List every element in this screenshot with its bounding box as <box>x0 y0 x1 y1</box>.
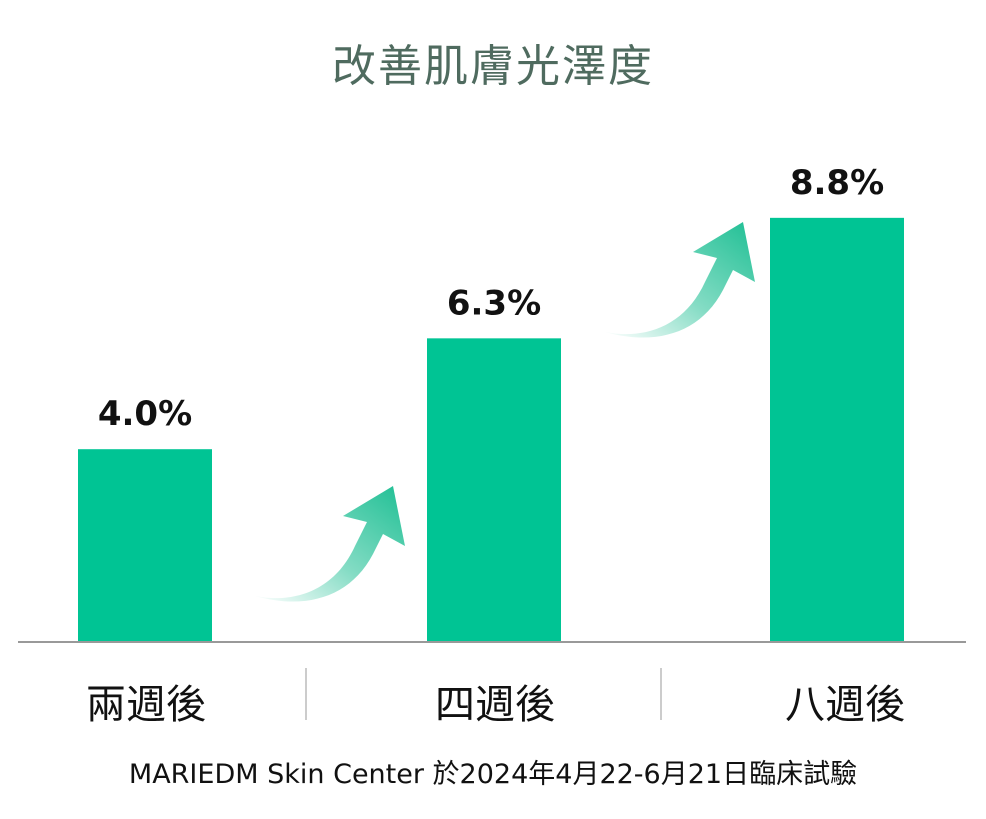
chart-title: 改善肌膚光澤度 <box>332 41 654 92</box>
category-separator <box>660 668 662 720</box>
value-label-8-weeks: 8.8% <box>790 163 884 203</box>
growth-arrow-icon <box>605 222 755 338</box>
category-label-4-weeks: 四週後 <box>435 682 555 728</box>
footer-note: MARIEDM Skin Center 於2024年4月22-6月21日臨床試驗 <box>128 759 858 790</box>
value-label-2-weeks: 4.0% <box>98 394 192 434</box>
category-separator <box>305 668 307 720</box>
category-label-8-weeks: 八週後 <box>785 682 905 728</box>
bar-8-weeks <box>770 217 904 642</box>
category-label-2-weeks: 兩週後 <box>86 682 206 728</box>
bar-4-weeks <box>427 338 561 642</box>
value-label-4-weeks: 6.3% <box>447 283 541 323</box>
bar-2-weeks <box>78 449 212 642</box>
growth-arrow-icon <box>255 486 405 602</box>
